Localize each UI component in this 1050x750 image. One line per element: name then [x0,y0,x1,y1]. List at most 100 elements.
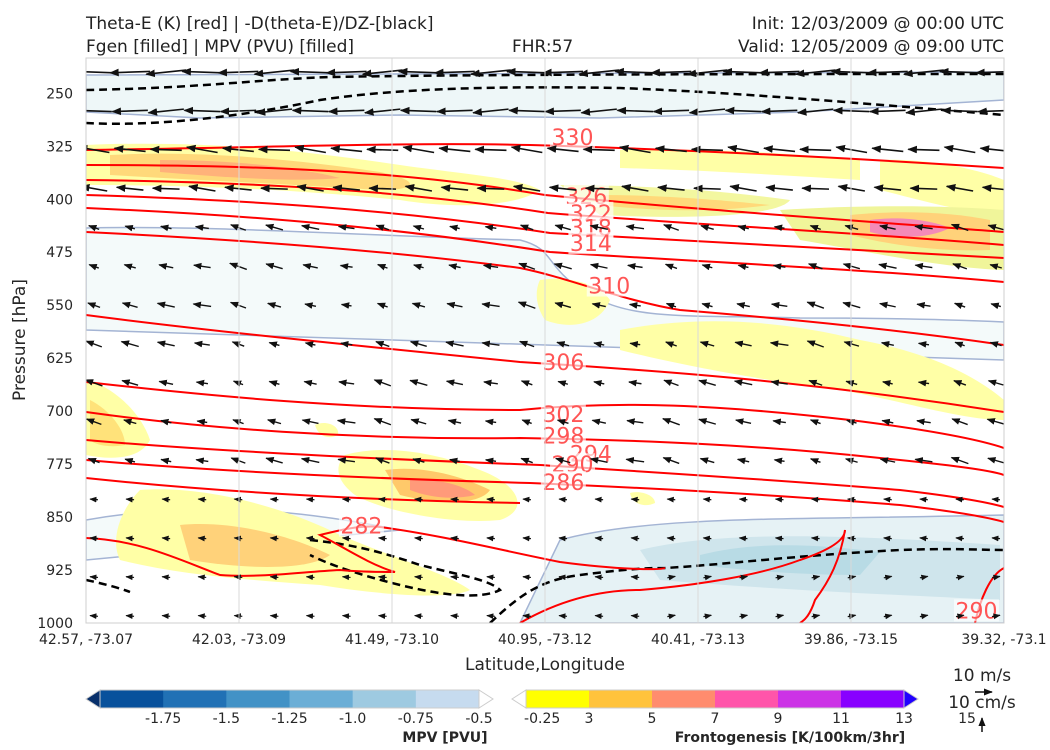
wind-vector-arrow [835,144,868,154]
wind-vector-arrow [86,379,103,387]
wind-vector-arrow [666,496,676,503]
wind-vector-arrow [411,302,426,309]
wind-vector-arrow [703,574,713,581]
wind-vector-arrow [846,496,856,503]
wind-vector-arrow [765,184,793,192]
wind-vector-arrow [518,262,536,270]
wind-vector-arrow [375,457,390,464]
wind-vector-arrow [739,613,749,620]
wind-vector-arrow [758,68,800,77]
wind-vector-arrow [233,496,243,503]
wind-vector-arrow [197,535,207,542]
svg-text:310: 310 [588,275,630,300]
colorbar-tick-label: 15 [958,711,976,727]
wind-vector-arrow [738,496,748,503]
theta-e-label: 282 [338,514,384,540]
wind-vector-arrow [375,340,390,348]
wind-vector-arrow [629,341,641,348]
wind-vector-arrow [158,379,174,387]
theta-e-label: 290 [953,599,999,624]
wind-vector-arrow [845,380,858,387]
wind-vector-arrow [115,184,144,192]
wind-vector-arrow [88,224,100,232]
wind-vector-arrow [160,418,172,426]
wind-vector-arrow [302,263,318,270]
wind-vector-arrow [919,535,928,542]
wind-vector-arrow [486,613,495,620]
wind-vector-arrow [842,262,861,270]
wind-vector-arrow [665,341,677,348]
wind-vector-arrow [233,574,243,581]
wind-vector-arrow [703,613,713,620]
wind-vector-arrow [160,457,172,465]
colorbar-outline [99,689,480,709]
wind-vector-arrow [161,535,171,542]
wind-vector-arrow [341,535,351,542]
wind-vector-arrow [268,380,280,387]
wind-vector-arrow [125,496,135,503]
wind-vector-arrow [233,613,243,620]
wind-vector-arrow [975,68,1004,77]
fgen-shading [86,143,1004,596]
y-axis-title: Pressure [hPa] [10,279,30,401]
colorbar-tick-label: -0.75 [398,711,434,727]
wind-vector-arrow [722,67,764,76]
wind-vector-arrow [337,224,355,231]
wind-vector-arrow [628,379,642,387]
wind-vector-arrow [402,144,435,154]
colorbar-swatch [652,690,716,708]
wind-vector-arrow [522,613,531,620]
wind-vector-arrow [652,107,690,116]
wind-vector-arrow [664,263,678,271]
wind-vector-arrow [522,496,531,503]
fgen-colorbar: 3 5 7 9 11 13 15 [511,689,976,727]
wind-vector-arrow [979,145,1004,153]
wind-vector-arrow [217,68,259,77]
wind-vector-arrow [294,144,326,154]
y-tick-label: 550 [46,298,73,314]
wind-vector-arrow [794,69,836,78]
theta-e-label: 306 [540,350,586,376]
x-tick-label: 39.86, -73.15 [804,632,898,648]
wind-vector-arrow [300,456,320,464]
colorbar-tick-label: -0.25 [524,711,560,727]
wind-vector-arrow [625,223,645,231]
wind-vector-arrow [701,302,713,310]
wind-vector-arrow [919,496,928,503]
wind-vector-arrow [589,457,608,464]
wind-vector-arrow [120,340,139,348]
wind-vector-arrow [520,457,533,465]
wind-vector-arrow [337,457,356,464]
svg-text:290: 290 [955,599,997,624]
colorbar-tick-label: 9 [774,711,783,727]
theta-e-label: 330 [550,126,596,151]
x-tick-label: 40.95, -73.12 [498,632,592,648]
wind-vector-arrow [265,457,283,464]
wind-vector-arrow [699,340,715,348]
wind-vector-arrow [156,340,175,348]
wind-vector-arrow [663,379,679,387]
colorbar-swatch [226,690,290,708]
wind-vector-arrow [482,263,499,270]
wind-vector-arrow [338,379,355,387]
wind-vector-arrow [522,574,531,581]
wind-vector-arrow [844,457,858,465]
wind-vector-arrow [450,574,459,581]
wind-vector-arrow [484,418,497,426]
wind-vector-arrow [556,419,569,426]
wind-vector-arrow [161,613,171,620]
wind-vector-arrow [878,262,897,270]
wind-vector-arrow [193,340,210,348]
wind-vector-arrow [260,184,288,193]
wind-vector-arrow [881,418,894,426]
wind-vector-arrow [481,340,500,348]
wind-vector-arrow [774,496,784,503]
wind-vector-arrow [883,496,892,503]
wind-vector-arrow [304,302,317,309]
wind-vector-arrow [412,457,425,465]
wind-vector-arrow [268,341,280,348]
wind-vector-arrow [914,223,933,231]
colorbar-tick-label: -0.5 [465,711,492,727]
wind-vector-arrow [196,418,208,426]
colorbar-swatch [778,690,842,708]
